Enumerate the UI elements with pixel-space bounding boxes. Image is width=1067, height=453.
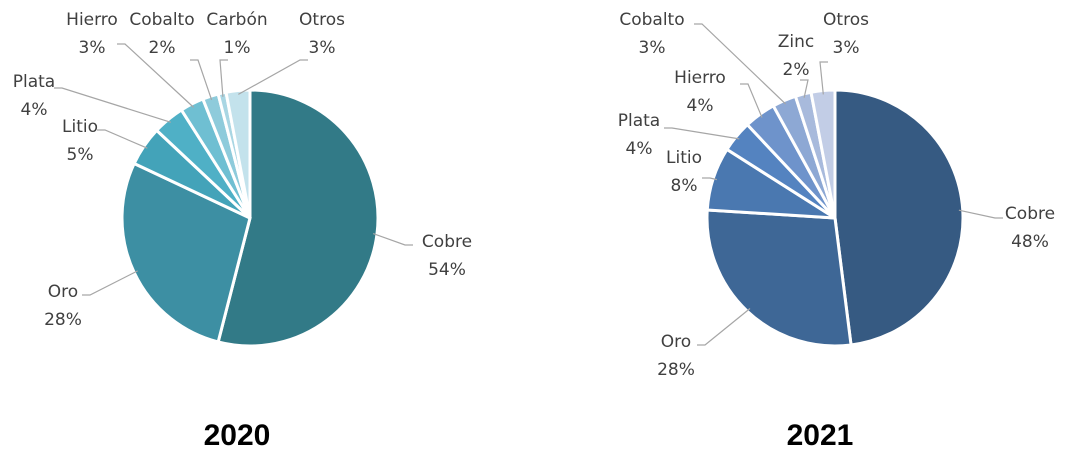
slice-value-label: 2% xyxy=(783,60,810,80)
leader-line xyxy=(219,59,228,97)
pie-slice xyxy=(216,88,380,348)
slice-value-label: 8% xyxy=(671,176,698,196)
slice-value-label: 28% xyxy=(44,310,82,330)
slice-label: Otros xyxy=(823,10,869,30)
slice-value-label: 4% xyxy=(21,100,48,120)
slice-value-label: 54% xyxy=(428,260,466,280)
slice-value-label: 5% xyxy=(67,145,94,165)
leader-line xyxy=(82,270,138,296)
chart-title: 2020 xyxy=(204,419,271,452)
leader-line xyxy=(697,308,751,346)
leader-line xyxy=(238,59,308,95)
leader-line xyxy=(800,79,809,98)
leader-line xyxy=(694,23,787,105)
leader-line xyxy=(664,127,740,140)
slice-value-label: 2% xyxy=(149,38,176,58)
leader-line xyxy=(54,87,172,123)
slice-value-label: 4% xyxy=(626,139,653,159)
leader-line xyxy=(190,59,213,101)
slice-label: Cobre xyxy=(1005,204,1055,224)
leader-line xyxy=(819,61,828,95)
slice-value-label: 48% xyxy=(1011,232,1049,252)
slice-value-label: 3% xyxy=(79,38,106,58)
leader-line xyxy=(702,177,718,181)
slice-label: Hierro xyxy=(66,10,118,30)
slice-label: Plata xyxy=(618,111,660,131)
slice-label: Cobre xyxy=(422,232,472,252)
slice-label: Carbón xyxy=(206,10,267,30)
slice-value-label: 3% xyxy=(833,38,860,58)
slice-value-label: 28% xyxy=(657,360,695,380)
slice-value-label: 4% xyxy=(687,96,714,116)
chart-title: 2021 xyxy=(787,419,854,452)
slice-value-label: 3% xyxy=(639,38,666,58)
slice-label: Hierro xyxy=(674,68,726,88)
slice-value-label: 3% xyxy=(309,38,336,58)
pie-slice xyxy=(224,88,252,219)
slice-label: Cobalto xyxy=(129,10,194,30)
slice-label: Zinc xyxy=(778,32,815,52)
slice-label: Litio xyxy=(666,148,702,168)
slice-label: Cobalto xyxy=(619,10,684,30)
leader-line xyxy=(958,209,1003,219)
slice-label: Oro xyxy=(661,332,691,352)
leader-line xyxy=(97,129,148,149)
leader-line xyxy=(117,43,195,108)
leader-line xyxy=(740,83,763,118)
slice-label: Plata xyxy=(13,72,55,92)
slice-label: Otros xyxy=(299,10,345,30)
slice-label: Oro xyxy=(48,282,78,302)
slice-label: Litio xyxy=(62,117,98,137)
slice-value-label: 1% xyxy=(224,38,251,58)
leader-line xyxy=(372,232,413,246)
pie-slice xyxy=(833,88,965,347)
